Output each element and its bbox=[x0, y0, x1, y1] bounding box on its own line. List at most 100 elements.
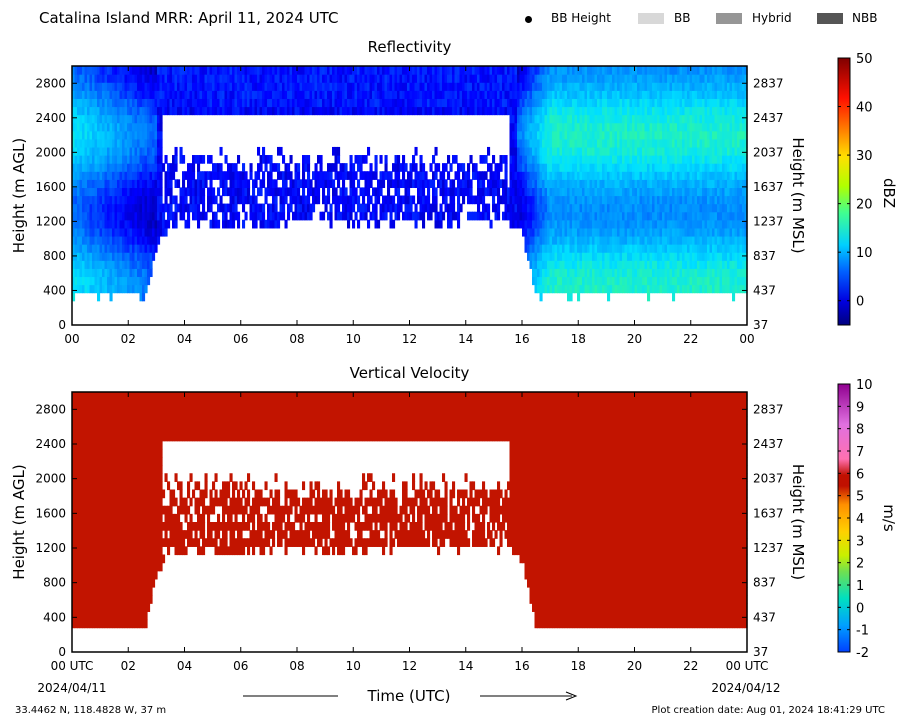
heatmap-cell bbox=[674, 284, 678, 294]
heatmap-cell bbox=[624, 130, 628, 140]
heatmap-cell bbox=[522, 66, 526, 75]
heatmap-cell bbox=[524, 106, 528, 116]
heatmap-cell bbox=[267, 211, 271, 221]
heatmap-cell bbox=[267, 106, 271, 116]
heatmap-cell bbox=[464, 187, 468, 197]
heatmap-cell bbox=[632, 203, 636, 213]
heatmap-cell bbox=[699, 90, 703, 99]
heatmap-cell bbox=[667, 90, 671, 99]
heatmap-cell bbox=[707, 90, 711, 99]
heatmap-cell bbox=[127, 211, 131, 221]
heatmap-cell bbox=[72, 268, 76, 278]
heatmap-cell bbox=[187, 211, 191, 221]
heatmap-cell bbox=[522, 219, 526, 229]
heatmap-cell bbox=[114, 244, 118, 253]
heatmap-cell bbox=[602, 260, 606, 269]
heatmap-cell bbox=[647, 276, 651, 286]
heatmap-cell bbox=[654, 219, 658, 229]
heatmap-cell bbox=[124, 90, 128, 99]
heatmap-cell bbox=[584, 82, 588, 91]
heatmap-cell bbox=[692, 106, 696, 116]
heatmap-cell bbox=[417, 90, 421, 99]
heatmap-cell bbox=[717, 66, 721, 75]
heatmap-cell bbox=[709, 211, 713, 221]
heatmap-cell bbox=[684, 219, 688, 229]
heatmap-cell bbox=[172, 82, 176, 91]
heatmap-cell bbox=[449, 74, 453, 83]
heatmap-cell bbox=[232, 66, 236, 75]
heatmap-cell bbox=[327, 98, 331, 108]
heatmap-cell bbox=[147, 130, 151, 140]
heatmap-cell bbox=[537, 90, 541, 99]
heatmap-cell bbox=[379, 74, 383, 83]
heatmap-cell bbox=[684, 106, 688, 116]
heatmap-cell bbox=[379, 187, 383, 197]
heatmap-cell bbox=[347, 219, 351, 229]
heatmap-cell bbox=[612, 276, 616, 286]
heatmap-cell bbox=[417, 82, 421, 91]
heatmap-cell bbox=[202, 195, 206, 205]
heatmap-cell bbox=[259, 187, 263, 197]
heatmap-cell bbox=[467, 74, 471, 83]
heatmap-cell bbox=[524, 155, 528, 164]
heatmap-cell bbox=[379, 155, 383, 164]
heatmap-cell bbox=[647, 98, 651, 108]
heatmap-cell bbox=[457, 74, 461, 83]
heatmap-cell bbox=[127, 244, 131, 253]
heatmap-cell bbox=[349, 106, 353, 116]
heatmap-cell bbox=[439, 98, 443, 108]
heatmap-cell bbox=[654, 90, 658, 99]
heatmap-cell bbox=[197, 82, 201, 91]
heatmap-cell bbox=[112, 244, 116, 253]
heatmap-cell bbox=[719, 155, 723, 164]
heatmap-cell bbox=[624, 268, 628, 278]
heatmap-cell bbox=[567, 284, 571, 294]
heatmap-cell bbox=[194, 98, 198, 108]
heatmap-cell bbox=[697, 211, 701, 221]
heatmap-cell bbox=[232, 211, 236, 221]
heatmap-cell bbox=[324, 179, 328, 188]
heatmap-cell bbox=[427, 187, 431, 197]
heatmap-cell bbox=[517, 211, 521, 221]
heatmap-cell bbox=[377, 82, 381, 91]
heatmap-cell bbox=[139, 106, 143, 116]
heatmap-cell bbox=[424, 82, 428, 91]
heatmap-cell bbox=[79, 114, 83, 124]
heatmap-cell bbox=[92, 90, 96, 99]
heatmap-cell bbox=[82, 122, 86, 132]
heatmap-cell bbox=[509, 155, 513, 164]
heatmap-cell bbox=[214, 106, 218, 116]
heatmap-cell bbox=[419, 74, 423, 83]
heatmap-cell bbox=[374, 171, 378, 180]
heatmap-cell bbox=[74, 74, 78, 83]
heatmap-cell bbox=[662, 155, 666, 164]
heatmap-cell bbox=[419, 171, 423, 180]
heatmap-cell bbox=[542, 211, 546, 221]
heatmap-cell bbox=[342, 74, 346, 83]
heatmap-cell bbox=[662, 74, 666, 83]
heatmap-cell bbox=[74, 268, 78, 278]
heatmap-cell bbox=[427, 203, 431, 213]
heatmap-cell bbox=[629, 211, 633, 221]
heatmap-cell bbox=[629, 163, 633, 172]
heatmap-cell bbox=[629, 74, 633, 83]
heatmap-cell bbox=[369, 106, 373, 116]
heatmap-cell bbox=[549, 82, 553, 91]
heatmap-cell bbox=[72, 122, 76, 132]
heatmap-cell bbox=[414, 74, 418, 83]
heatmap-cell bbox=[79, 82, 83, 91]
heatmap-cell bbox=[682, 130, 686, 140]
heatmap-cell bbox=[619, 268, 623, 278]
heatmap-cell bbox=[712, 268, 716, 278]
heatmap-cell bbox=[667, 146, 671, 156]
heatmap-cell bbox=[412, 90, 416, 99]
heatmap-cell bbox=[722, 276, 726, 286]
heatmap-cell bbox=[367, 90, 371, 99]
heatmap-cell bbox=[532, 260, 536, 269]
heatmap-cell bbox=[174, 219, 178, 229]
heatmap-cell bbox=[714, 138, 718, 148]
heatmap-cell bbox=[197, 106, 201, 116]
heatmap-cell bbox=[479, 195, 483, 205]
heatmap-cell bbox=[624, 219, 628, 229]
heatmap-cell bbox=[369, 74, 373, 83]
